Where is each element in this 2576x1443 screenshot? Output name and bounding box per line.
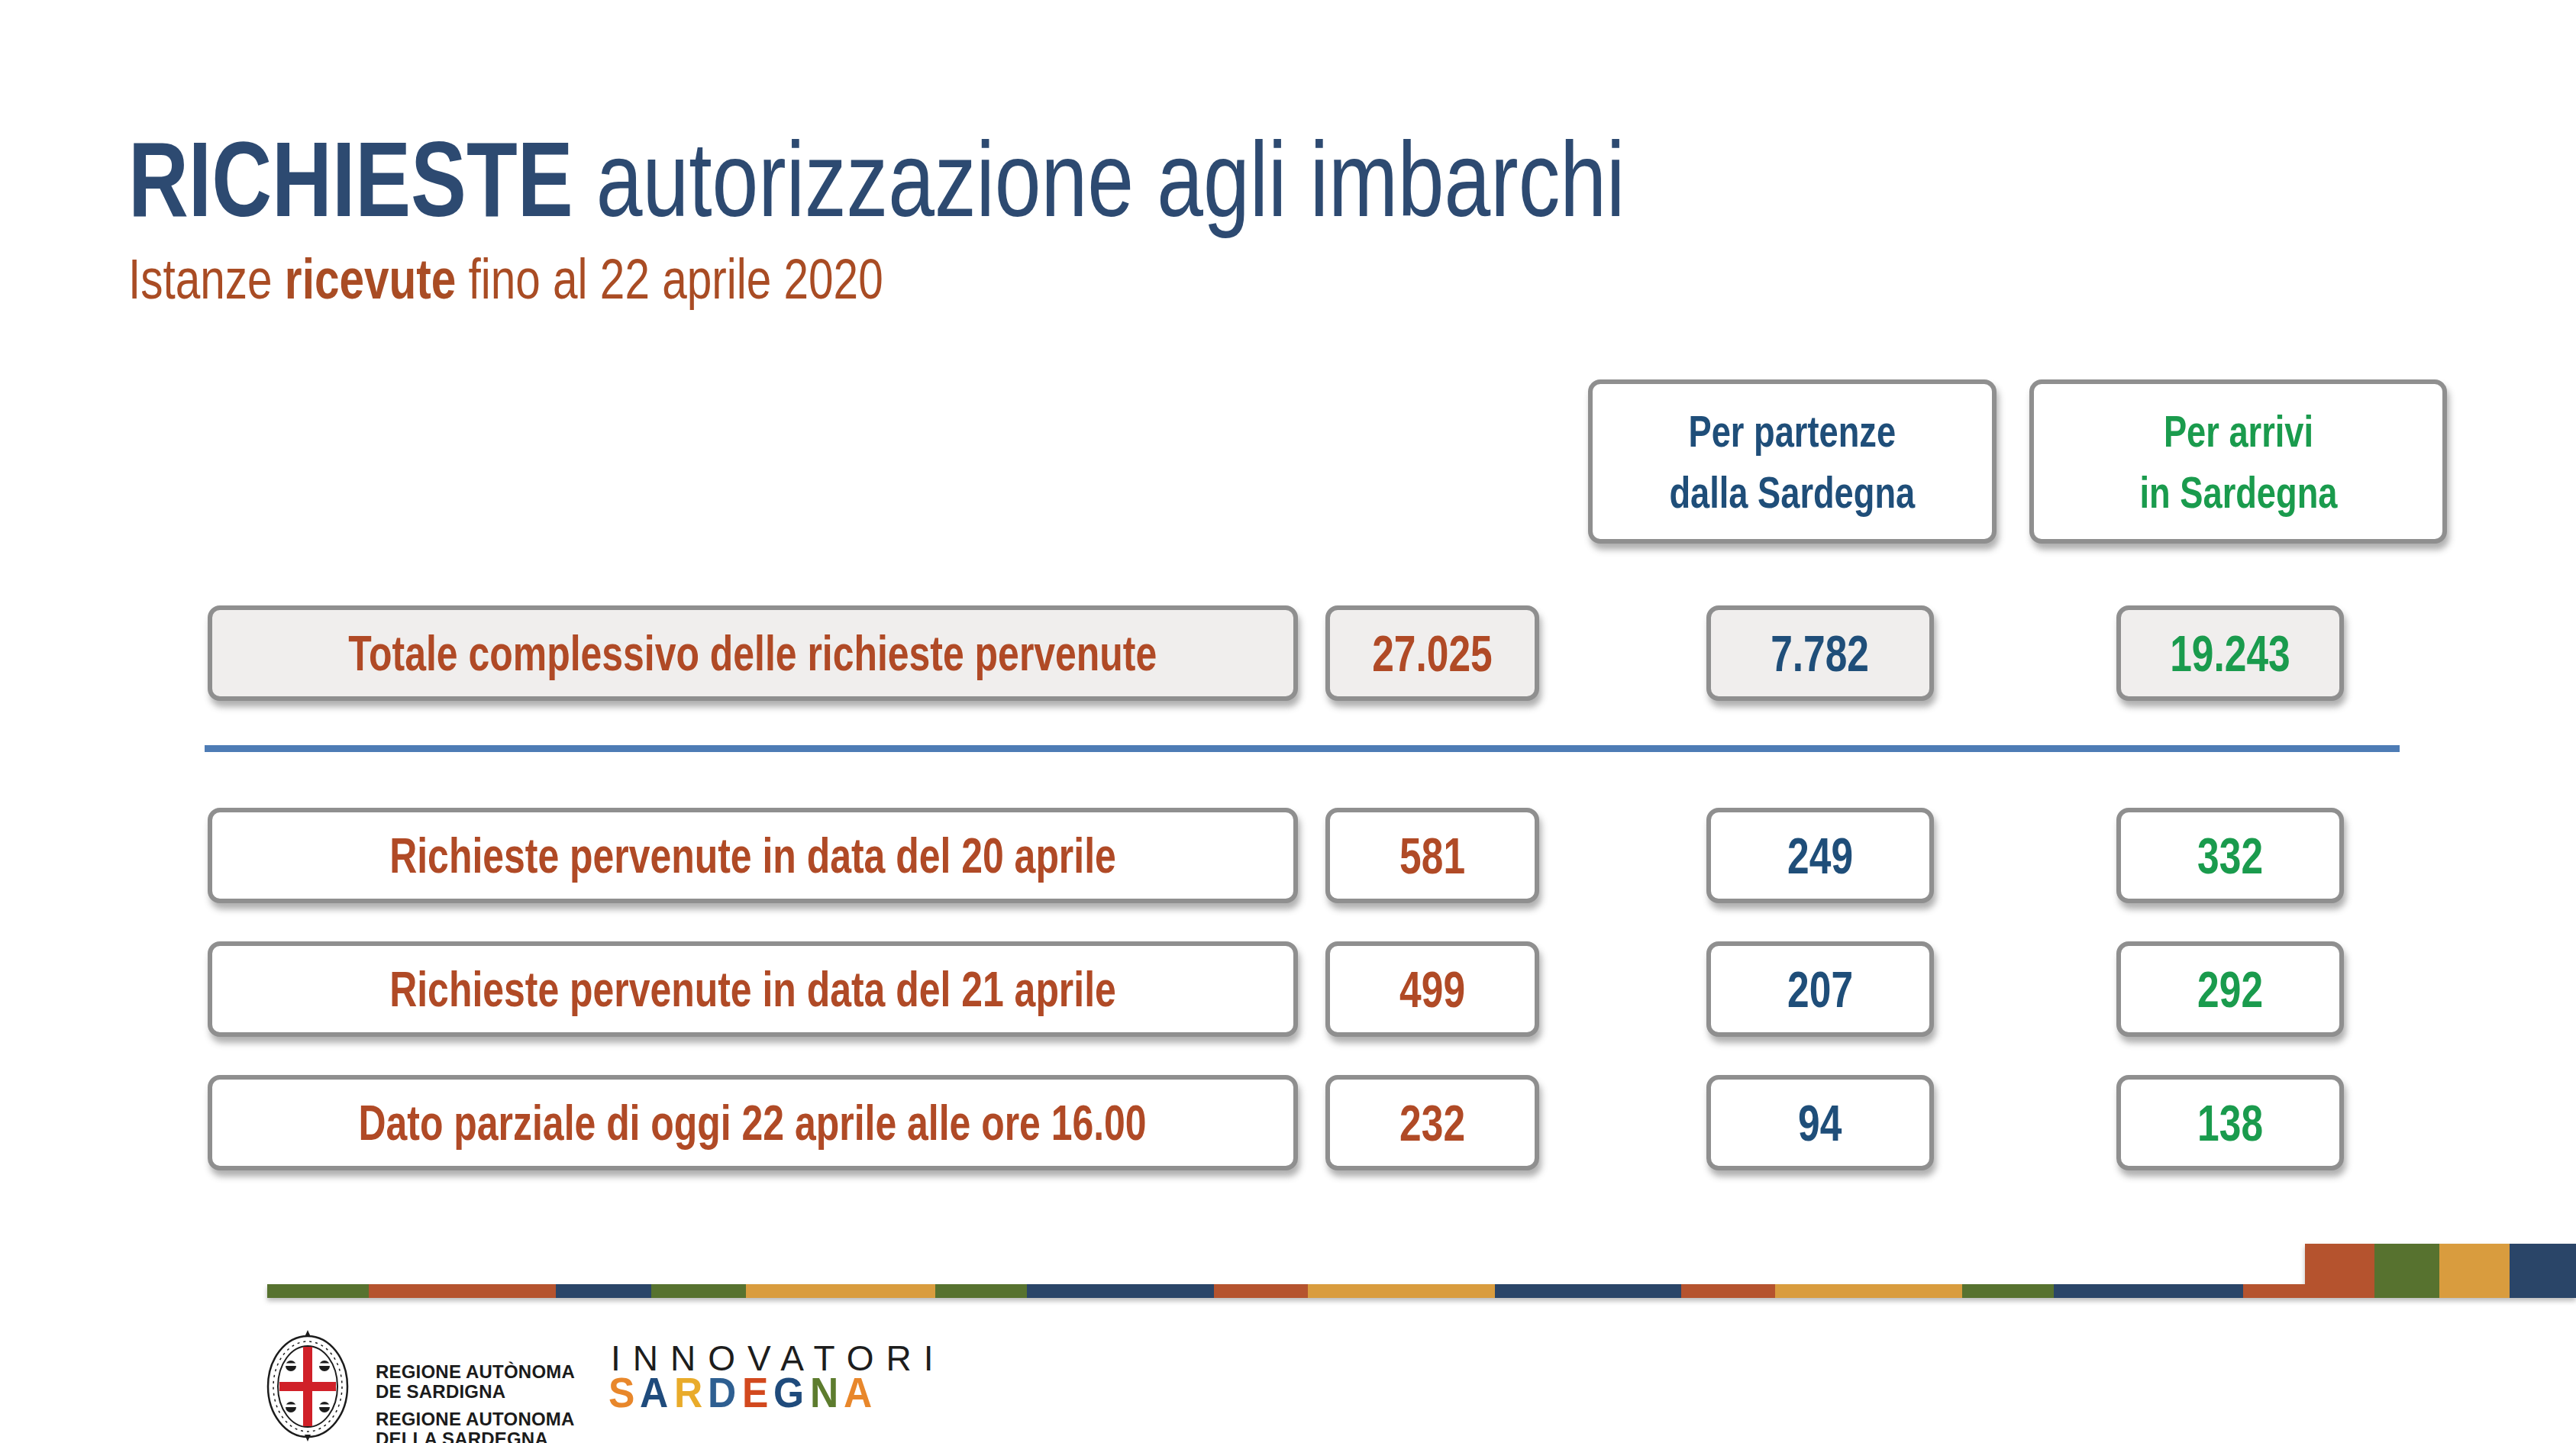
stripe-segment-green: [267, 1284, 369, 1298]
region-line-italian-2: DELLA SARDEGNA: [376, 1429, 575, 1443]
sardegna-logo-letter: E: [742, 1371, 771, 1414]
stripe-segment-green: [1962, 1284, 2054, 1298]
total-row-arrivi-box: 19.243: [2116, 605, 2344, 701]
row-partenze-box: 249: [1706, 808, 1934, 903]
region-line-sardinian-1: REGIONE AUTÒNOMA: [376, 1362, 575, 1382]
stripe-segment-navy: [556, 1284, 651, 1298]
table-row: Richieste pervenute in data del 20 april…: [0, 808, 2576, 903]
stripe-segment-orange: [2439, 1244, 2510, 1298]
row-label: Dato parziale di oggi 22 aprile alle ore…: [359, 1095, 1147, 1151]
row-arrivi-value: 138: [2197, 1094, 2263, 1152]
sardegna-logo-letter: R: [674, 1371, 705, 1414]
row-partenze-box: 94: [1706, 1075, 1934, 1170]
subtitle-post: fino al 22 aprile 2020: [456, 247, 883, 311]
stripe-segment-rust: [2305, 1244, 2374, 1298]
sardinia-coat-of-arms-graphic: [266, 1330, 350, 1441]
total-row-partenze-box: 7.782: [1706, 605, 1934, 701]
total-row-label-box: Totale complessivo delle richieste perve…: [208, 605, 1298, 701]
stripe-segment-green: [651, 1284, 746, 1298]
total-row-arrivi-value: 19.243: [2170, 625, 2290, 683]
page-title: RICHIESTE autorizzazione agli imbarchi: [128, 122, 2047, 237]
sardegna-logo-letter: A: [844, 1371, 875, 1414]
stripe-segment-rust: [1681, 1284, 1775, 1298]
column-header-arrivi: Per arriviin Sardegna: [2029, 379, 2447, 544]
footer-color-stripe: [267, 1244, 2576, 1298]
row-partenze-value: 207: [1787, 960, 1853, 1018]
total-row-total-value: 27.025: [1372, 625, 1492, 683]
row-arrivi-box: 332: [2116, 808, 2344, 903]
header-arrivi-line1: Per arrivi: [2139, 401, 2337, 462]
sardinia-coat-of-arms: [266, 1330, 350, 1443]
sardegna-logo-word: SARDEGNA: [608, 1371, 878, 1414]
stripe-segment-rust: [369, 1284, 556, 1298]
sardegna-logo-letter: N: [810, 1371, 841, 1414]
stripe-segment-rust: [2243, 1284, 2305, 1298]
title-rest: autorizzazione agli imbarchi: [573, 119, 1625, 239]
row-arrivi-value: 292: [2197, 960, 2263, 1018]
subtitle-pre: Istanze: [128, 247, 285, 311]
stripe-segment-navy: [2054, 1284, 2243, 1298]
table-row: Richieste pervenute in data del 21 april…: [0, 941, 2576, 1037]
row-label: Richieste pervenute in data del 20 april…: [389, 828, 1116, 884]
row-total-box: 232: [1325, 1075, 1539, 1170]
region-line-sardinian-2: DE SARDIGNA: [376, 1382, 575, 1402]
row-arrivi-value: 332: [2197, 827, 2263, 885]
row-label-box: Richieste pervenute in data del 20 april…: [208, 808, 1298, 903]
subtitle-emphasis: ricevute: [285, 247, 456, 311]
sardegna-logo-letter: G: [773, 1371, 807, 1414]
row-partenze-value: 94: [1798, 1094, 1842, 1152]
region-logo-text: REGIONE AUTÒNOMA DE SARDIGNA REGIONE AUT…: [376, 1362, 575, 1443]
region-line-italian-1: REGIONE AUTONOMA: [376, 1409, 575, 1429]
sardegna-logo-letter: D: [708, 1371, 739, 1414]
row-arrivi-box: 138: [2116, 1075, 2344, 1170]
stripe-segment-rust: [1214, 1284, 1308, 1298]
stripe-segment-orange: [746, 1284, 935, 1298]
row-partenze-box: 207: [1706, 941, 1934, 1037]
sardegna-logo-letter: S: [608, 1371, 638, 1414]
row-total-value: 232: [1399, 1094, 1465, 1152]
row-total-value: 499: [1399, 960, 1465, 1018]
header-partenze-line1: Per partenze: [1670, 401, 1916, 462]
total-row-label: Totale complessivo delle richieste perve…: [349, 625, 1157, 682]
stripe-segment-green: [2374, 1244, 2439, 1298]
table-row: Dato parziale di oggi 22 aprile alle ore…: [0, 1075, 2576, 1170]
stripe-segment-navy: [2510, 1244, 2576, 1298]
row-label: Richieste pervenute in data del 21 april…: [389, 961, 1116, 1018]
stripe-segment-orange: [1775, 1284, 1962, 1298]
row-label-box: Dato parziale di oggi 22 aprile alle ore…: [208, 1075, 1298, 1170]
header-arrivi-line2: in Sardegna: [2139, 462, 2337, 523]
page-subtitle: Istanze ricevute fino al 22 aprile 2020: [128, 246, 1096, 312]
row-label-box: Richieste pervenute in data del 21 april…: [208, 941, 1298, 1037]
total-row-partenze-value: 7.782: [1771, 625, 1870, 683]
stripe-segment-navy: [1027, 1284, 1214, 1298]
row-partenze-value: 249: [1787, 827, 1853, 885]
row-total-box: 499: [1325, 941, 1539, 1037]
slide-canvas: RICHIESTE autorizzazione agli imbarchi I…: [0, 0, 2576, 1443]
stripe-segment-green: [935, 1284, 1027, 1298]
sardegna-logo-letter: A: [640, 1371, 671, 1414]
title-emphasis: RICHIESTE: [128, 119, 573, 239]
total-row-total-box: 27.025: [1325, 605, 1539, 701]
row-arrivi-box: 292: [2116, 941, 2344, 1037]
stripe-segment-orange: [1308, 1284, 1495, 1298]
row-total-value: 581: [1399, 827, 1465, 885]
column-header-partenze: Per partenzedalla Sardegna: [1588, 379, 1997, 544]
blue-divider-line: [205, 745, 2400, 752]
header-partenze-line2: dalla Sardegna: [1670, 462, 1916, 523]
stripe-segment-navy: [1495, 1284, 1681, 1298]
table-row-total: Totale complessivo delle richieste perve…: [0, 605, 2576, 701]
row-total-box: 581: [1325, 808, 1539, 903]
